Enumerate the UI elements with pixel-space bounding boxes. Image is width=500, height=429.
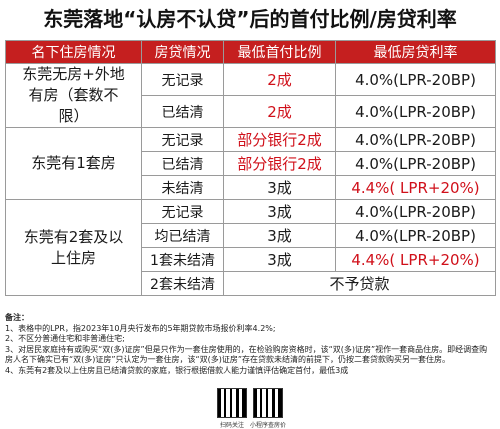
group-label-one-house: 东莞有1套房 (5, 127, 142, 200)
table-header-row: 名下住房情况 房贷情况 最低首付比例 最低房贷利率 (5, 40, 496, 64)
group-label-text: 东莞有2套及以上住房 (23, 227, 124, 267)
rate-cell: 4.4%( LPR+20%) (335, 247, 496, 272)
notes-section: 备注： 1、表格中的LPR，指2023年10月央行发布的5年期贷款市场报价利率4… (5, 313, 495, 376)
notes-heading: 备注： (5, 313, 29, 322)
table-row: 已结清 2成 4.0%(LPR-20BP) (6, 95, 496, 128)
no-loan-cell: 不予贷款 (223, 271, 496, 296)
down-payment-cell: 3成 (223, 199, 336, 224)
note-item: 2、不区分普通住宅和非普通住宅; (5, 334, 125, 343)
loan-cell: 已结清 (141, 151, 224, 176)
qr-code-icon (253, 388, 283, 418)
rate-cell: 4.0%(LPR-20BP) (335, 95, 496, 128)
header-min-down-payment: 最低首付比例 (223, 40, 336, 64)
group-label-text: 东莞无房+外地有房（套数不限） (22, 65, 125, 125)
down-payment-cell: 3成 (223, 247, 336, 272)
loan-cell: 已结清 (141, 95, 224, 128)
table-row: 东莞有1套房 无记录 部分银行2成 4.0%(LPR-20BP) (5, 127, 496, 200)
down-payment-cell: 3成 (223, 223, 336, 248)
down-payment-cell: 3成 (223, 175, 336, 200)
header-housing-status: 名下住房情况 (5, 40, 142, 64)
note-item: 1、表格中的LPR，指2023年10月央行发布的5年期贷款市场报价利率4.2%; (5, 323, 276, 333)
loan-cell: 未结清 (141, 175, 224, 200)
table-row: 1套未结清 3成 4.4%( LPR+20%) (6, 247, 496, 272)
down-payment-cell: 部分银行2成 (223, 151, 336, 176)
rate-cell: 4.0%(LPR-20BP) (335, 127, 496, 152)
note-item: 4、东莞有2套及以上住房且已结清贷款的家庭，银行根据借款人能力谨慎评估确定首付，… (5, 365, 349, 375)
loan-policy-table: 名下住房情况 房贷情况 最低首付比例 最低房贷利率 东莞无房+外地有房（套数不限… (5, 40, 496, 296)
loan-cell: 无记录 (141, 127, 224, 152)
table-row: 未结清 3成 4.4%( LPR+20%) (6, 175, 496, 200)
header-loan-status: 房贷情况 (141, 40, 224, 64)
down-payment-cell: 部分银行2成 (223, 127, 336, 152)
rate-cell: 4.0%(LPR-20BP) (335, 223, 496, 248)
rate-cell: 4.0%(LPR-20BP) (335, 63, 496, 96)
down-payment-cell: 2成 (223, 63, 336, 96)
note-item: 3、对居民家庭持有或购买“双(多)证房”但是只作为一套住房使用的，在检验购房资格… (5, 344, 488, 365)
rate-cell: 4.0%(LPR-20BP) (335, 151, 496, 176)
qr-code-icon (217, 388, 247, 418)
qr-caption: 扫码关注 (219, 422, 244, 429)
table-row: 东莞无房+外地有房（套数不限） 无记录 2成 4.0%(LPR-20BP) (5, 63, 496, 128)
rate-cell: 4.4%( LPR+20%) (335, 175, 496, 200)
table-row: 均已结清 3成 4.0%(LPR-20BP) (6, 223, 496, 248)
loan-cell: 无记录 (141, 199, 224, 224)
rate-cell: 4.0%(LPR-20BP) (335, 199, 496, 224)
loan-cell: 1套未结清 (141, 247, 224, 272)
qr-code-right[interactable]: 小程序查房价 (250, 388, 287, 429)
table-row: 东莞有2套及以上住房 无记录 3成 4.0%(LPR-20BP) (5, 199, 496, 296)
loan-cell: 2套未结清 (141, 271, 224, 296)
page-title: 东莞落地“认房不认贷”后的首付比例/房贷利率 (43, 7, 457, 31)
loan-cell: 无记录 (141, 63, 224, 96)
table-row: 已结清 部分银行2成 4.0%(LPR-20BP) (6, 151, 496, 176)
loan-cell: 均已结清 (141, 223, 224, 248)
qr-caption: 小程序查房价 (250, 422, 287, 429)
header-min-loan-rate: 最低房贷利率 (335, 40, 496, 64)
group-label-two-plus-houses: 东莞有2套及以上住房 (5, 199, 142, 296)
down-payment-cell: 2成 (223, 95, 336, 128)
qr-code-left[interactable]: 扫码关注 (215, 388, 249, 429)
table-row: 2套未结清 不予贷款 (6, 271, 496, 296)
group-label-no-house-in-dongguan: 东莞无房+外地有房（套数不限） (5, 63, 142, 128)
